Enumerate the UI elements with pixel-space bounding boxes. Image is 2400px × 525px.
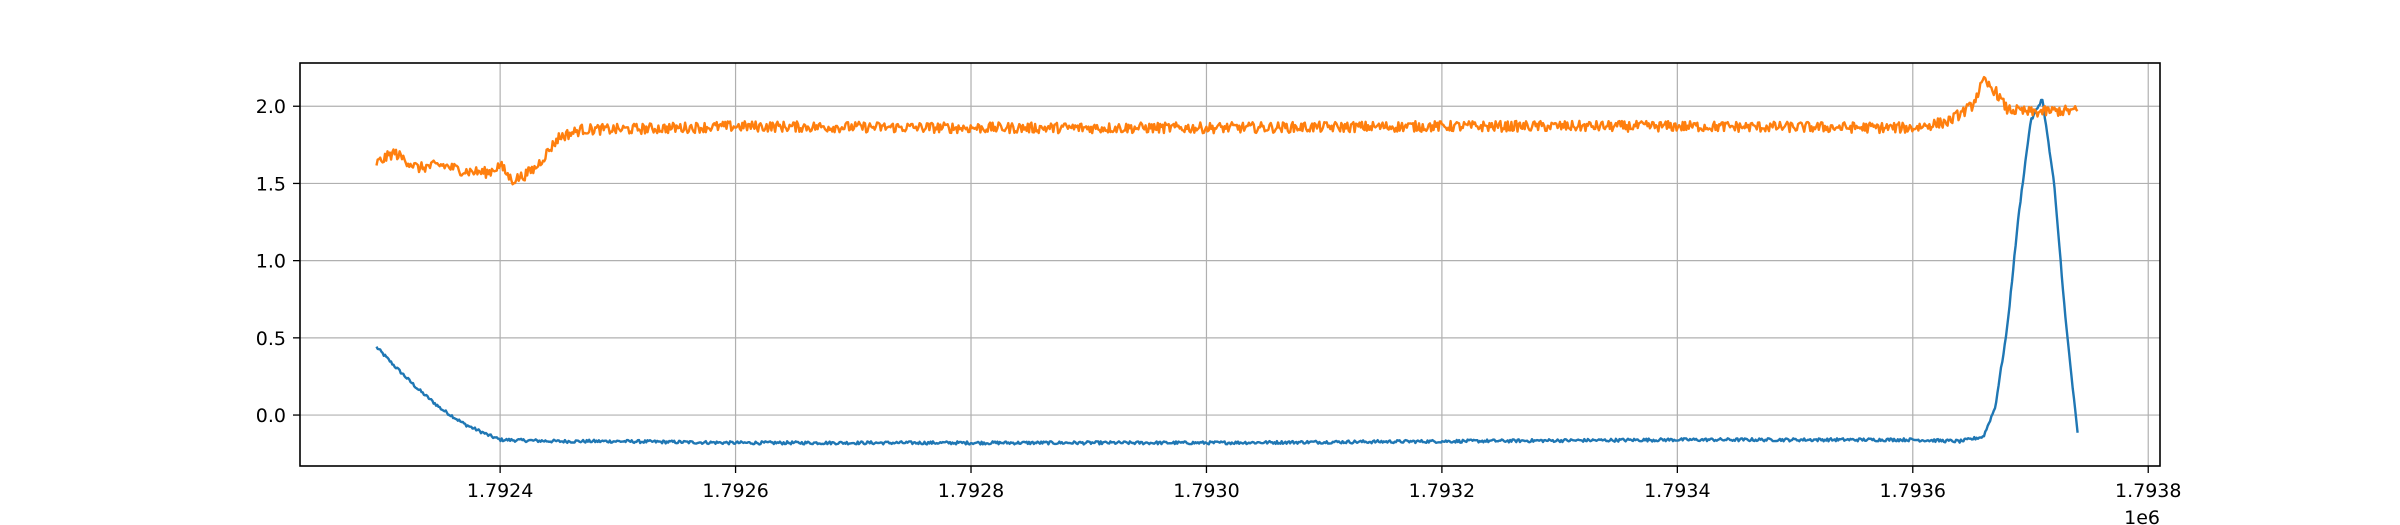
series-line-1 [375,98,2079,446]
y-axis-ticks: 0.0 0.5 1.0 1.5 2.0 [256,96,300,427]
x-tick-label: 1.7938 [2115,480,2181,502]
x-tick-label: 1.7926 [702,480,768,502]
x-tick-label: 1.7934 [1644,480,1710,502]
x-tick-label: 1.7928 [938,480,1004,502]
x-tick-label: 1.7924 [467,480,533,502]
x-axis-ticks: 1.7924 1.7926 1.7928 1.7930 1.7932 1.7934 1.79… [467,466,2181,502]
y-tick-label: 0.0 [256,405,286,427]
y-tick-label: 0.5 [256,328,286,350]
x-axis-offset-label: 1e6 [2124,507,2160,525]
series-lines [375,75,2079,446]
y-tick-label: 1.5 [256,173,286,195]
x-tick-label: 1.7930 [1173,480,1239,502]
y-tick-label: 1.0 [256,251,286,273]
axes-frame [299,62,2161,467]
x-tick-label: 1.7932 [1409,480,1475,502]
y-tick-label: 2.0 [256,96,286,118]
series-line-2 [375,75,2079,186]
x-tick-label: 1.7936 [1880,480,1946,502]
